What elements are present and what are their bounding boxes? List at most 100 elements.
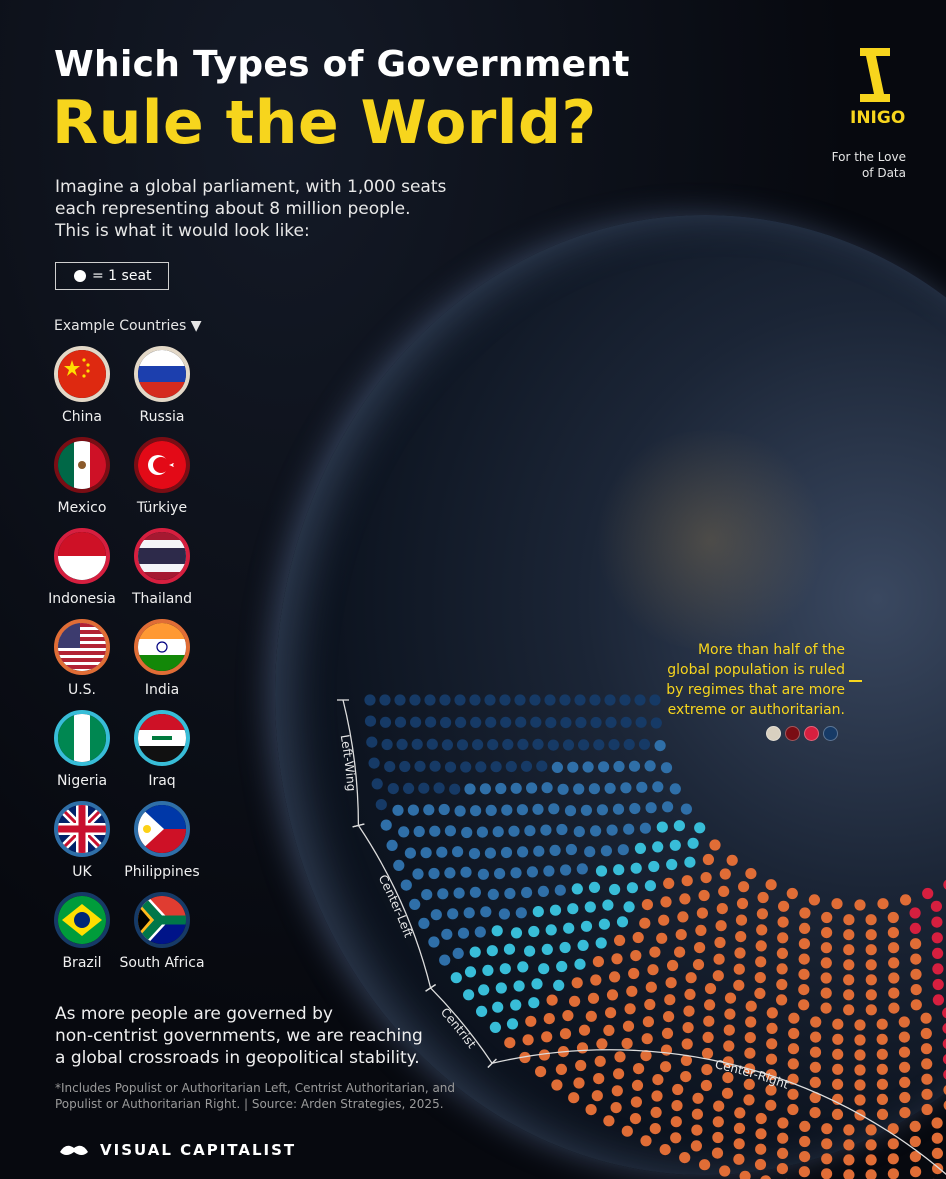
seat — [723, 1024, 735, 1036]
seat — [626, 882, 639, 894]
seat — [444, 761, 457, 773]
seat — [612, 803, 625, 815]
seat — [634, 842, 647, 855]
seat — [644, 760, 656, 772]
seat — [626, 985, 638, 997]
country-name: Brazil — [62, 955, 102, 971]
seat — [724, 992, 737, 1004]
seat — [876, 1033, 888, 1045]
seat — [821, 927, 833, 939]
seat — [733, 963, 745, 975]
seat — [820, 987, 832, 999]
seat — [715, 920, 727, 932]
seat — [777, 1147, 789, 1159]
seat — [620, 782, 632, 794]
seat — [386, 839, 398, 852]
seat — [765, 1099, 777, 1111]
seat — [865, 1004, 877, 1016]
seat — [921, 1073, 933, 1085]
seat — [943, 879, 946, 890]
seat — [696, 907, 709, 919]
seat — [920, 1027, 932, 1040]
seat-key: = 1 seat — [55, 262, 169, 290]
seat — [604, 694, 616, 706]
seat — [495, 782, 507, 795]
seat — [660, 762, 673, 774]
seat — [543, 1013, 555, 1025]
seat — [712, 970, 724, 982]
seat — [576, 863, 588, 875]
seat — [798, 938, 811, 950]
seat — [505, 760, 517, 773]
seat — [865, 1139, 877, 1151]
seat — [931, 932, 943, 944]
seat — [538, 963, 550, 975]
seat — [786, 887, 798, 900]
seat — [604, 782, 616, 794]
seat — [922, 887, 934, 900]
intro-text: Imagine a global parliament, with 1,000 … — [55, 177, 447, 241]
seat — [514, 694, 526, 706]
seat-key-label: = 1 seat — [92, 268, 152, 284]
seat — [832, 1048, 844, 1060]
flag-icon — [54, 528, 110, 584]
seat — [598, 918, 611, 930]
seat — [719, 868, 731, 880]
seat — [476, 826, 488, 838]
flag-icon — [54, 619, 110, 675]
seat — [809, 1061, 822, 1073]
seat — [821, 911, 833, 924]
seat — [669, 783, 681, 795]
seat — [486, 945, 498, 957]
seat — [585, 1010, 597, 1022]
seat — [410, 716, 422, 728]
seat — [744, 1047, 756, 1059]
seat — [477, 868, 489, 880]
seat — [468, 848, 481, 860]
country-india: India — [107, 619, 217, 698]
seat — [930, 900, 943, 912]
seat — [565, 843, 578, 856]
seat — [704, 983, 717, 995]
seat — [532, 906, 544, 918]
seat — [470, 716, 482, 729]
seat — [620, 716, 632, 728]
seat — [613, 1068, 625, 1080]
seat — [754, 972, 766, 984]
seat — [843, 914, 855, 926]
seat — [921, 1088, 933, 1100]
seat — [642, 1016, 655, 1028]
seat — [887, 1153, 899, 1165]
seat — [621, 1037, 633, 1050]
seat — [831, 1108, 844, 1120]
seat — [454, 694, 466, 706]
seat — [702, 853, 715, 866]
seat — [553, 979, 565, 992]
seat — [649, 694, 661, 706]
seat — [409, 694, 421, 706]
seat — [532, 803, 544, 815]
seat — [820, 942, 833, 954]
seat — [429, 760, 441, 772]
country-name: Mexico — [57, 500, 107, 516]
seat — [520, 760, 533, 772]
bracket-tick — [487, 1058, 497, 1068]
seat — [522, 1034, 534, 1046]
seat — [532, 738, 544, 750]
seat — [567, 761, 579, 773]
seat — [487, 888, 499, 901]
seat — [464, 966, 477, 978]
seat — [745, 1000, 757, 1012]
seat — [739, 1170, 751, 1179]
seat — [545, 717, 557, 729]
seat — [876, 1048, 888, 1060]
seat — [444, 867, 456, 879]
seat — [584, 846, 596, 858]
seat — [691, 1108, 704, 1120]
seat — [573, 1077, 585, 1089]
seat — [580, 804, 593, 816]
partner-name: INIGO — [850, 108, 906, 128]
seat — [413, 825, 425, 838]
seat — [700, 1079, 713, 1092]
